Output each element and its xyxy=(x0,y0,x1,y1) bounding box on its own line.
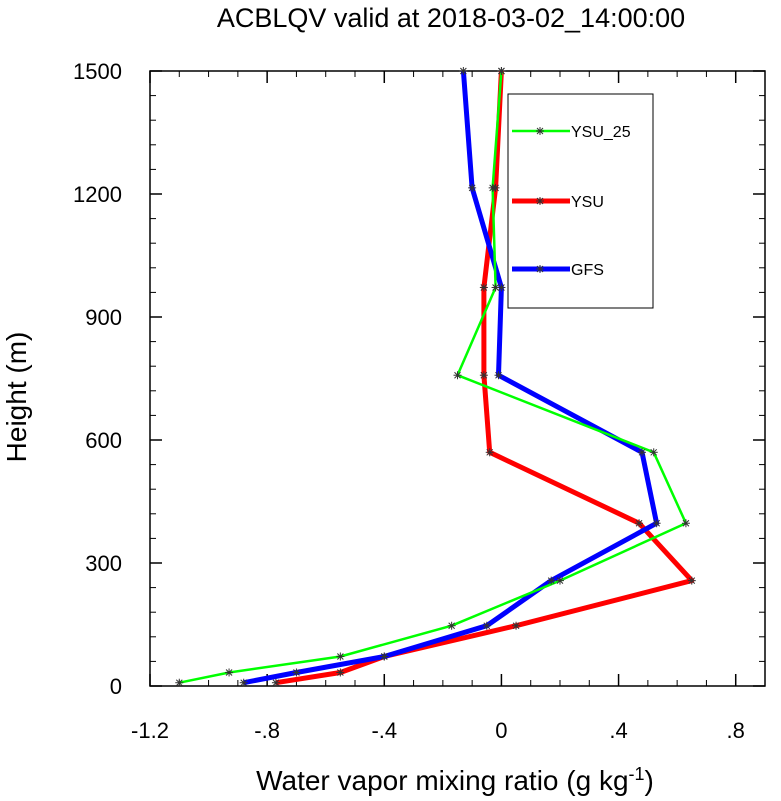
data-point-gfs xyxy=(652,519,661,528)
x-tick-label: -1.2 xyxy=(131,718,169,743)
data-point-gfs xyxy=(482,621,491,630)
data-point-ysu-25 xyxy=(497,67,506,75)
x-tick-label: .8 xyxy=(727,718,745,743)
x-tick-label: .4 xyxy=(609,718,627,743)
plot-frame xyxy=(149,70,766,687)
y-tick-label: 1500 xyxy=(73,59,122,84)
legend-label-ysu-25: YSU_25 xyxy=(571,124,631,141)
data-point-ysu xyxy=(687,576,696,585)
data-point-ysu xyxy=(271,678,280,687)
series-markers xyxy=(175,67,696,687)
y-tick-label: 900 xyxy=(85,305,122,330)
x-tick-labels: -1.2 -.8 -.4 0 .4 .8 xyxy=(131,718,745,743)
x-tick-label: -.8 xyxy=(254,718,280,743)
data-point-gfs xyxy=(292,668,301,677)
data-point-gfs xyxy=(459,67,468,75)
data-point-ysu-25 xyxy=(488,183,497,192)
x-tick-label: -.4 xyxy=(371,718,397,743)
y-tick-label: 1200 xyxy=(73,182,122,207)
data-point-ysu-25 xyxy=(336,652,345,661)
y-tick-labels: 0 300 600 900 1200 1500 xyxy=(73,59,122,699)
y-tick-label: 600 xyxy=(85,428,122,453)
data-point-ysu xyxy=(512,621,521,630)
x-axis-label: Water vapor mixing ratio (g kg-1) xyxy=(256,764,654,796)
x-tick-label: 0 xyxy=(495,718,507,743)
axis-ticks xyxy=(149,70,766,687)
data-point-ysu-25 xyxy=(175,678,184,687)
y-axis-label: Height (m) xyxy=(1,332,32,463)
data-point-ysu xyxy=(336,668,345,677)
legend-marker-ysu-25 xyxy=(536,127,544,135)
legend-label-ysu: YSU xyxy=(571,194,604,211)
data-point-ysu-25 xyxy=(649,448,658,457)
y-tick-label: 0 xyxy=(110,674,122,699)
data-point-ysu xyxy=(485,448,494,457)
legend-marker-gfs xyxy=(536,265,544,273)
data-point-gfs xyxy=(380,652,389,661)
x-axis-label-superscript: -1 xyxy=(629,764,645,784)
data-point-gfs xyxy=(547,576,556,585)
data-point-gfs xyxy=(494,371,503,380)
x-axis-label-text: Water vapor mixing ratio (g kg xyxy=(256,765,628,796)
x-axis-label-end: ) xyxy=(645,765,654,796)
data-point-ysu-25 xyxy=(556,576,564,585)
data-point-ysu xyxy=(479,371,488,380)
chart-title: ACBLQV valid at 2018-03-02_14:00:00 xyxy=(217,3,685,33)
y-tick-label: 300 xyxy=(85,551,122,576)
data-point-gfs xyxy=(638,448,646,457)
legend-marker-ysu xyxy=(536,197,544,205)
data-point-ysu xyxy=(479,283,488,292)
data-point-ysu-25 xyxy=(681,519,690,528)
data-point-ysu-25 xyxy=(453,371,462,380)
legend: YSU_25 YSU GFS xyxy=(507,93,654,309)
legend-label-gfs: GFS xyxy=(571,262,604,279)
data-point-ysu-25 xyxy=(491,283,500,292)
data-point-gfs xyxy=(239,678,248,687)
data-point-ysu-25 xyxy=(225,668,234,677)
data-point-ysu-25 xyxy=(447,621,456,630)
data-point-ysu xyxy=(635,519,644,528)
data-point-gfs xyxy=(468,183,477,192)
